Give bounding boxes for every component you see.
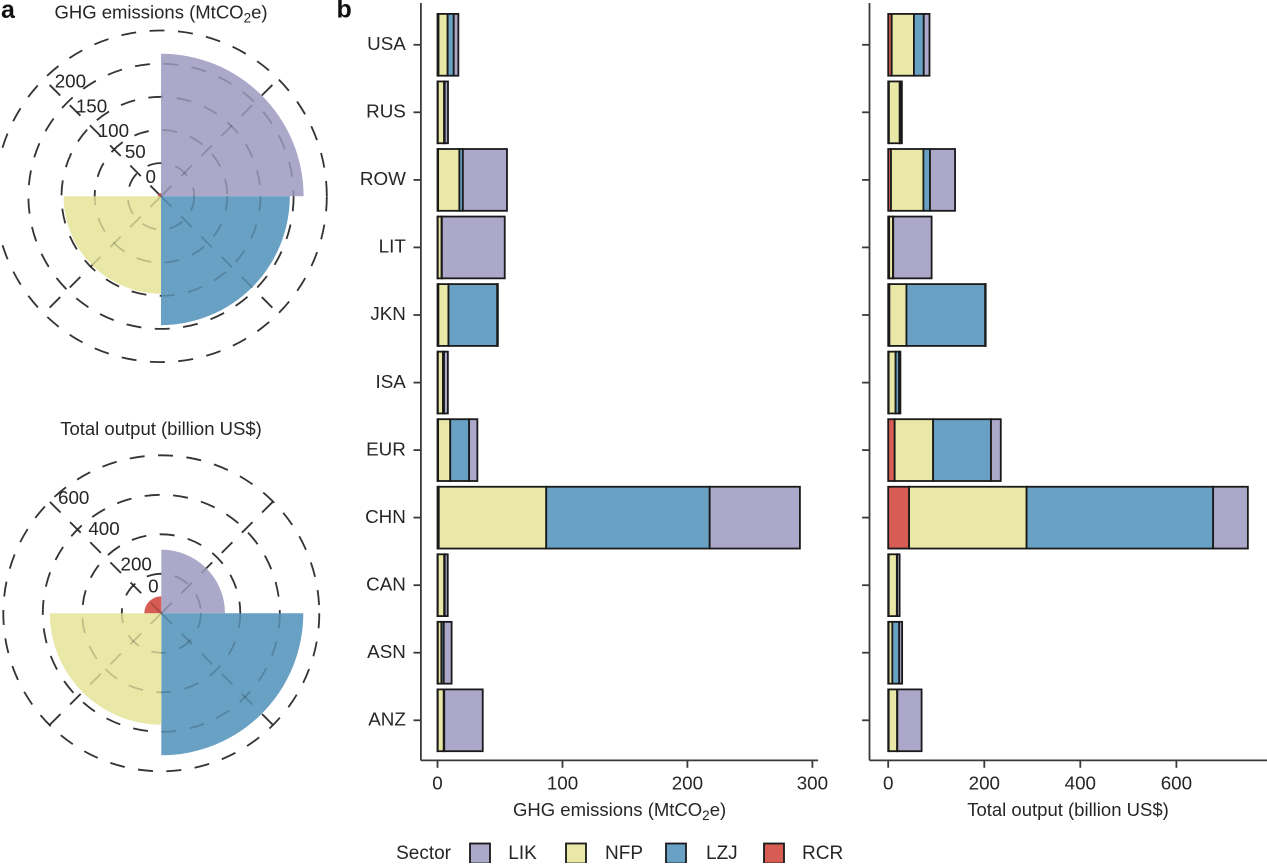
svg-text:CHN: CHN [365,506,406,527]
svg-text:400: 400 [1065,773,1096,794]
svg-text:400: 400 [88,518,119,539]
svg-text:ROW: ROW [360,168,406,189]
svg-text:300: 300 [797,773,828,794]
svg-text:Total output (billion US$): Total output (billion US$) [60,418,262,439]
svg-text:LZJ: LZJ [706,843,738,863]
svg-text:b: b [337,0,352,24]
svg-text:0: 0 [145,166,155,187]
svg-text:ASN: ASN [367,641,406,662]
svg-text:LIK: LIK [508,843,537,863]
svg-text:200: 200 [55,71,86,92]
svg-text:USA: USA [367,33,406,54]
svg-text:Total output (billion US$): Total output (billion US$) [967,799,1169,820]
svg-text:GHG emissions (MtCO2e): GHG emissions (MtCO2e) [513,799,726,823]
svg-text:50: 50 [125,141,146,162]
svg-text:NFP: NFP [605,843,643,863]
svg-text:150: 150 [76,96,107,117]
svg-text:0: 0 [883,773,893,794]
svg-text:LIT: LIT [379,236,407,257]
svg-text:ISA: ISA [376,371,407,392]
svg-text:200: 200 [672,773,703,794]
svg-text:600: 600 [58,487,89,508]
svg-text:200: 200 [121,553,152,574]
svg-text:a: a [1,0,16,24]
svg-text:0: 0 [148,576,158,597]
svg-text:CAN: CAN [366,573,406,594]
svg-text:RUS: RUS [366,101,406,122]
svg-text:ANZ: ANZ [368,709,406,730]
svg-text:100: 100 [98,120,129,141]
svg-text:JKN: JKN [370,303,405,324]
svg-text:GHG emissions (MtCO2e): GHG emissions (MtCO2e) [54,1,267,25]
svg-text:200: 200 [969,773,1000,794]
svg-text:600: 600 [1161,773,1192,794]
svg-text:EUR: EUR [366,438,406,459]
svg-text:100: 100 [547,773,578,794]
svg-text:RCR: RCR [802,843,843,863]
svg-text:0: 0 [432,773,442,794]
svg-text:Sector: Sector [396,843,452,863]
